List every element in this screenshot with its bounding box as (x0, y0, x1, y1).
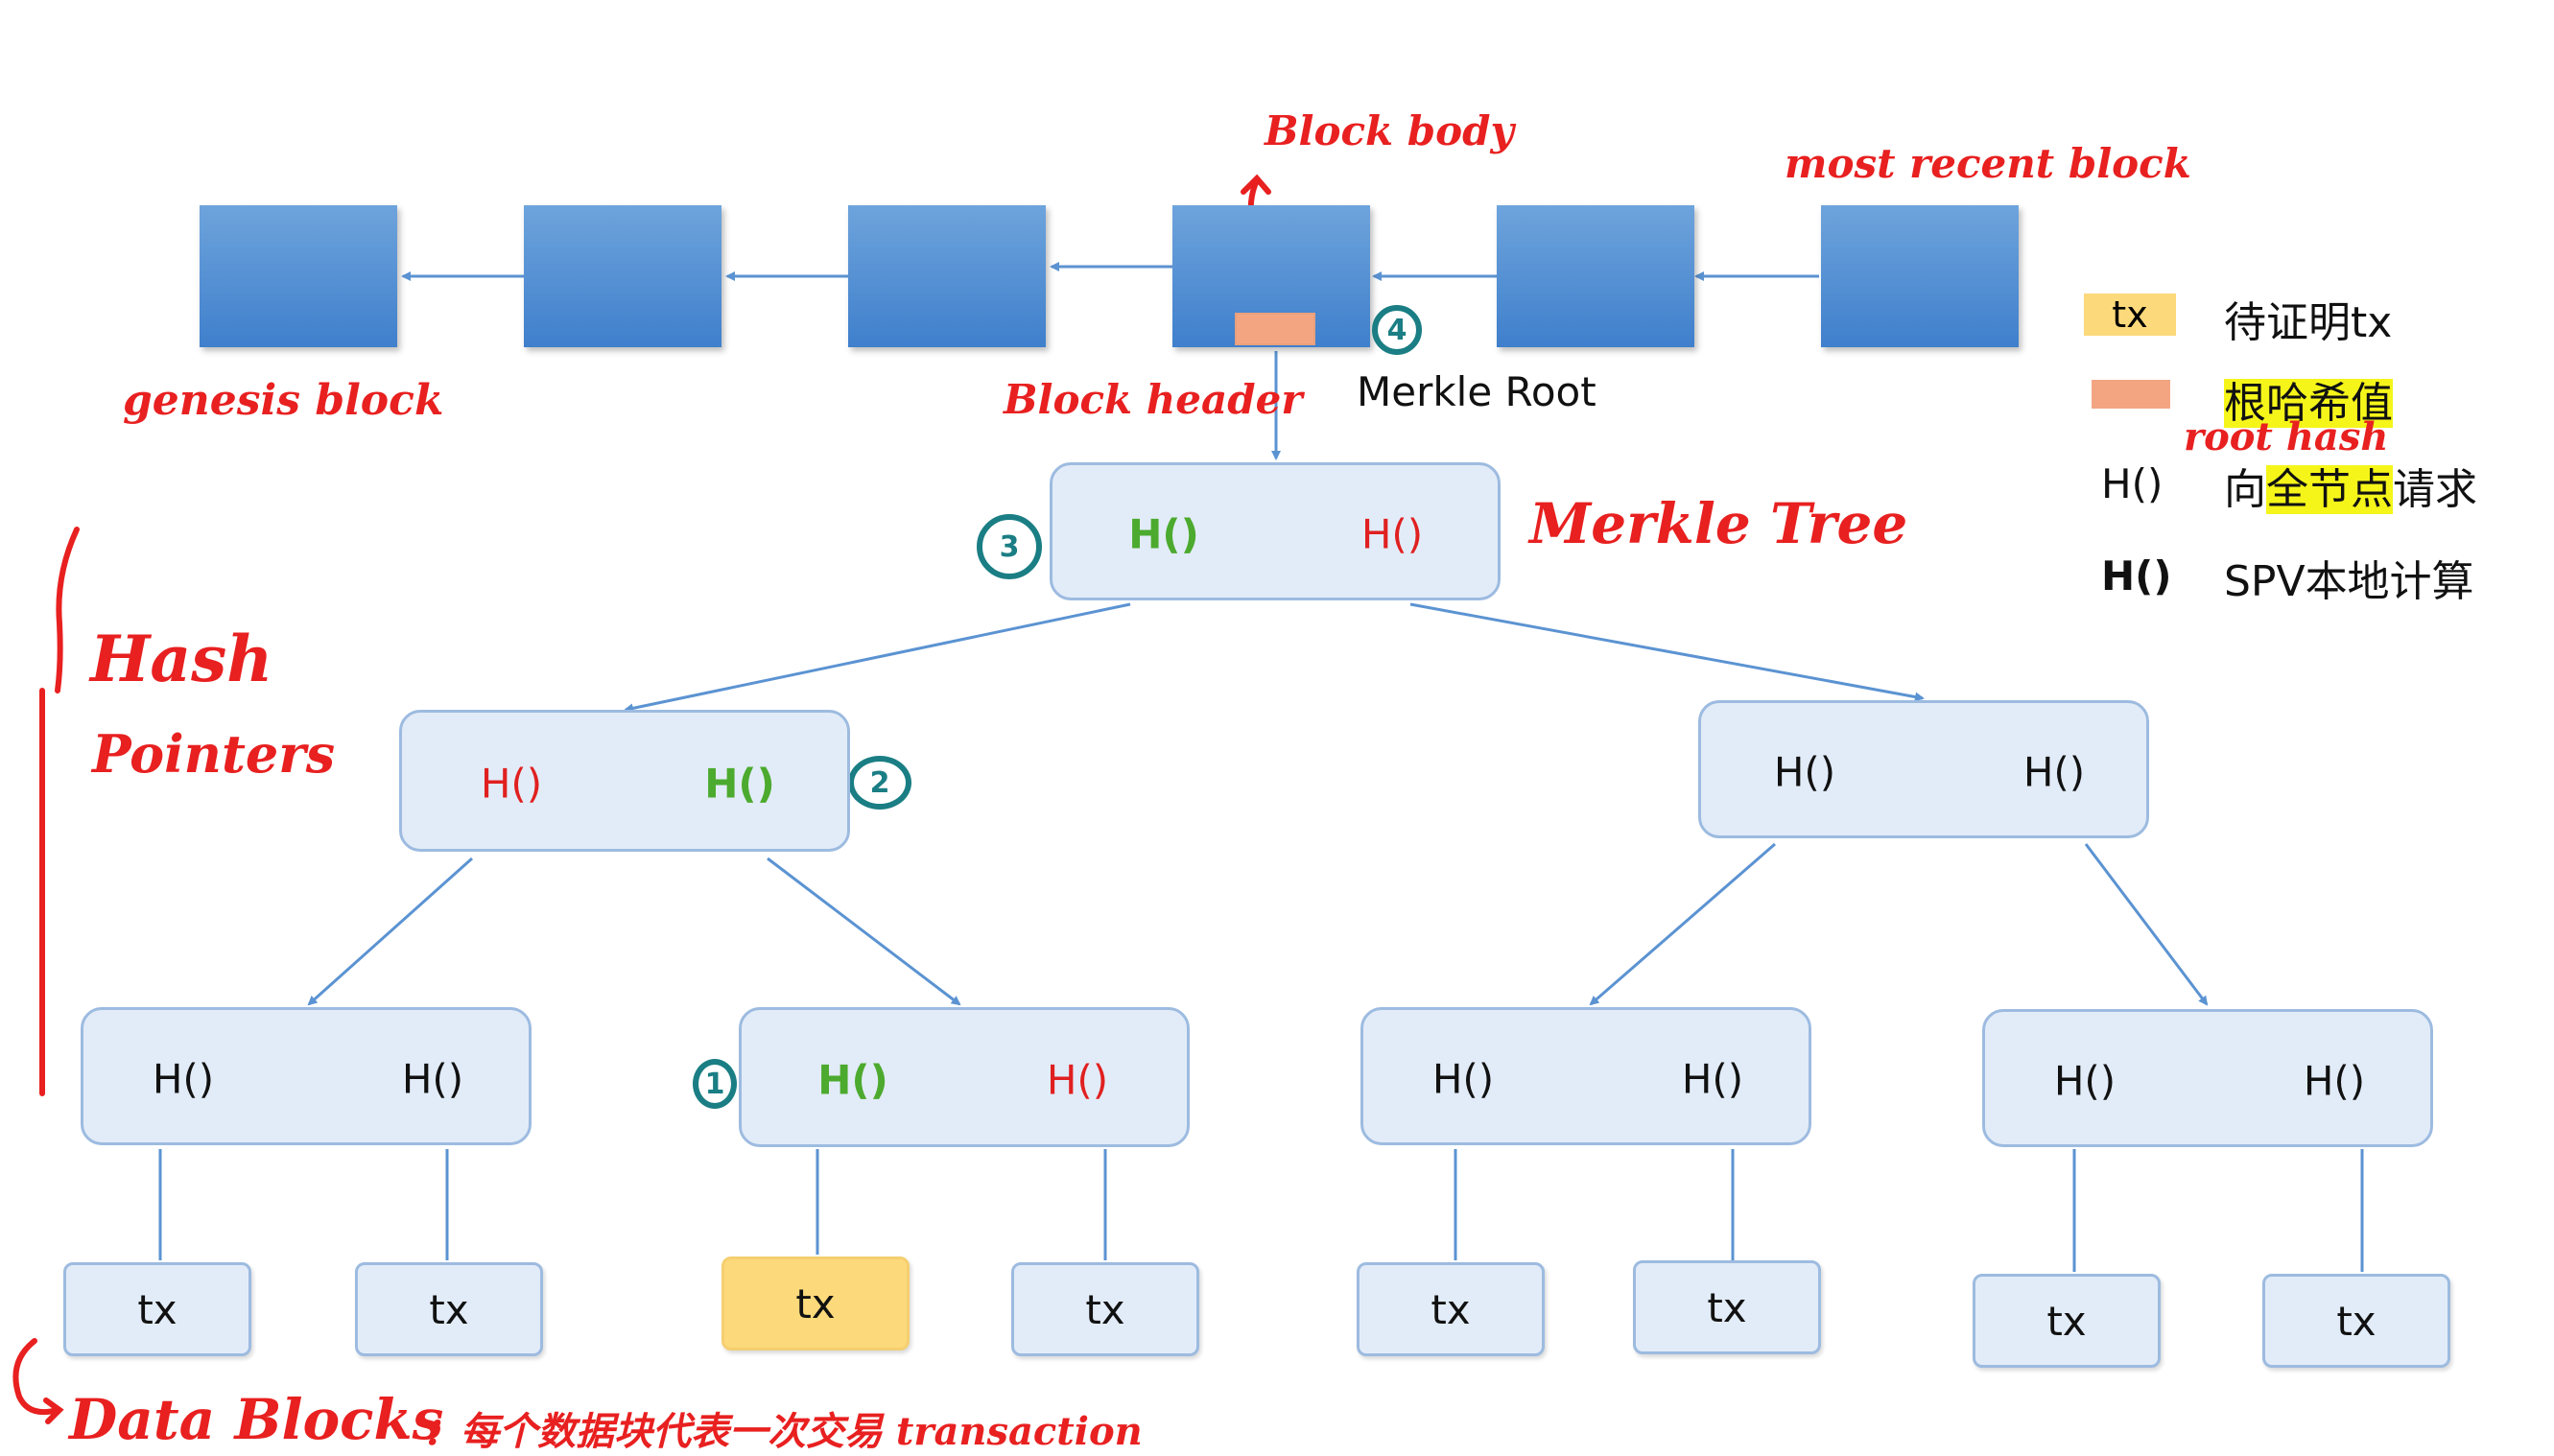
merkle-root-node: H() H() (1050, 462, 1501, 600)
step-4-marker: 4 (1372, 305, 1422, 355)
root-left-hash: H() (1128, 510, 1199, 558)
level2-node-3: H() H() (1982, 1009, 2433, 1147)
tree-edge (307, 857, 473, 1006)
chain-block (524, 205, 721, 347)
merkle-root-label: Merkle Root (1357, 368, 1596, 415)
block-header-label: Block header (1004, 376, 1303, 423)
l1-left-left-hash: H() (480, 760, 543, 808)
data-blocks-arrow (12, 1338, 64, 1424)
l1-right-right-hash: H() (2022, 748, 2086, 796)
merkle-tree-label: Merkle Tree (1529, 491, 1908, 556)
data-blocks-label: Data Blocks (69, 1387, 444, 1452)
step-2-marker: 2 (848, 756, 911, 810)
legend-red-desc: 向全节点请求 (2224, 455, 2477, 516)
tx-leaf-4: tx (1357, 1262, 1545, 1356)
legend-red-desc-hl: 全节点 (2266, 465, 2393, 514)
genesis-block (200, 205, 397, 347)
level1-right-node: H() H() (1698, 700, 2149, 838)
legend-red-hash: H() (2101, 460, 2164, 507)
tx-leaf-0: tx (63, 1262, 251, 1356)
l2-3-left-hash: H() (2053, 1057, 2117, 1105)
tree-edge (1589, 842, 1776, 1006)
l2-0-left-hash: H() (152, 1055, 215, 1103)
most-recent-block-label: most recent block (1785, 140, 2191, 187)
legend-green-desc: SPV本地计算 (2224, 557, 2474, 606)
legend-root-desc-hl: 根哈希值 (2224, 379, 2393, 428)
tree-edge (624, 602, 1131, 714)
merkle-root-field (1235, 313, 1315, 345)
tx-leaf-5: tx (1633, 1260, 1821, 1354)
block-body-label: Block body (1265, 107, 1514, 154)
step-1-marker: 1 (693, 1059, 737, 1109)
legend-tx-swatch: tx (2084, 294, 2176, 336)
l2-0-right-hash: H() (401, 1055, 464, 1103)
legend-tx-desc: 待证明tx (2224, 298, 2393, 347)
l2-2-right-hash: H() (1681, 1055, 1744, 1103)
chain-block (848, 205, 1046, 347)
tree-edge (2084, 843, 2209, 1006)
step-3-marker: 3 (977, 514, 1042, 579)
most-recent-block (1821, 205, 2019, 347)
l1-right-left-hash: H() (1773, 748, 1836, 796)
hash-label: Hash (90, 622, 273, 696)
genesis-block-label: genesis block (123, 376, 444, 425)
level1-left-node: H() H() (399, 710, 850, 852)
l1-left-right-hash: H() (704, 760, 775, 808)
tx-leaf-3: tx (1011, 1262, 1199, 1356)
tx-leaf-target: tx (721, 1256, 910, 1350)
root-right-hash: H() (1360, 510, 1424, 558)
legend-root-annot: root hash (2184, 414, 2389, 459)
legend-red-desc-pre: 向 (2224, 465, 2266, 514)
l2-2-left-hash: H() (1431, 1055, 1495, 1103)
l2-1-left-hash: H() (817, 1056, 888, 1104)
l2-1-right-hash: H() (1046, 1056, 1109, 1104)
tx-leaf-6: tx (1973, 1274, 2161, 1368)
tree-edge (767, 857, 961, 1006)
tree-edge (1409, 602, 1925, 702)
legend-green-hash: H() (2101, 552, 2172, 599)
hash-pointers-bracket (39, 527, 80, 1096)
l2-3-right-hash: H() (2303, 1057, 2366, 1105)
legend-root-desc: 根哈希值 (2224, 368, 2393, 430)
pointers-label: Pointers (92, 723, 336, 785)
level2-node-0: H() H() (81, 1007, 532, 1145)
data-blocks-desc: ：每个数据块代表一次交易 transaction (422, 1409, 1143, 1454)
legend-root-swatch (2092, 380, 2170, 409)
tx-leaf-1: tx (355, 1262, 543, 1356)
tx-leaf-7: tx (2262, 1274, 2450, 1368)
level2-node-1: H() H() (739, 1007, 1190, 1147)
level2-node-2: H() H() (1360, 1007, 1811, 1145)
legend-red-desc-post: 请求 (2393, 465, 2477, 514)
chain-block (1497, 205, 1694, 347)
